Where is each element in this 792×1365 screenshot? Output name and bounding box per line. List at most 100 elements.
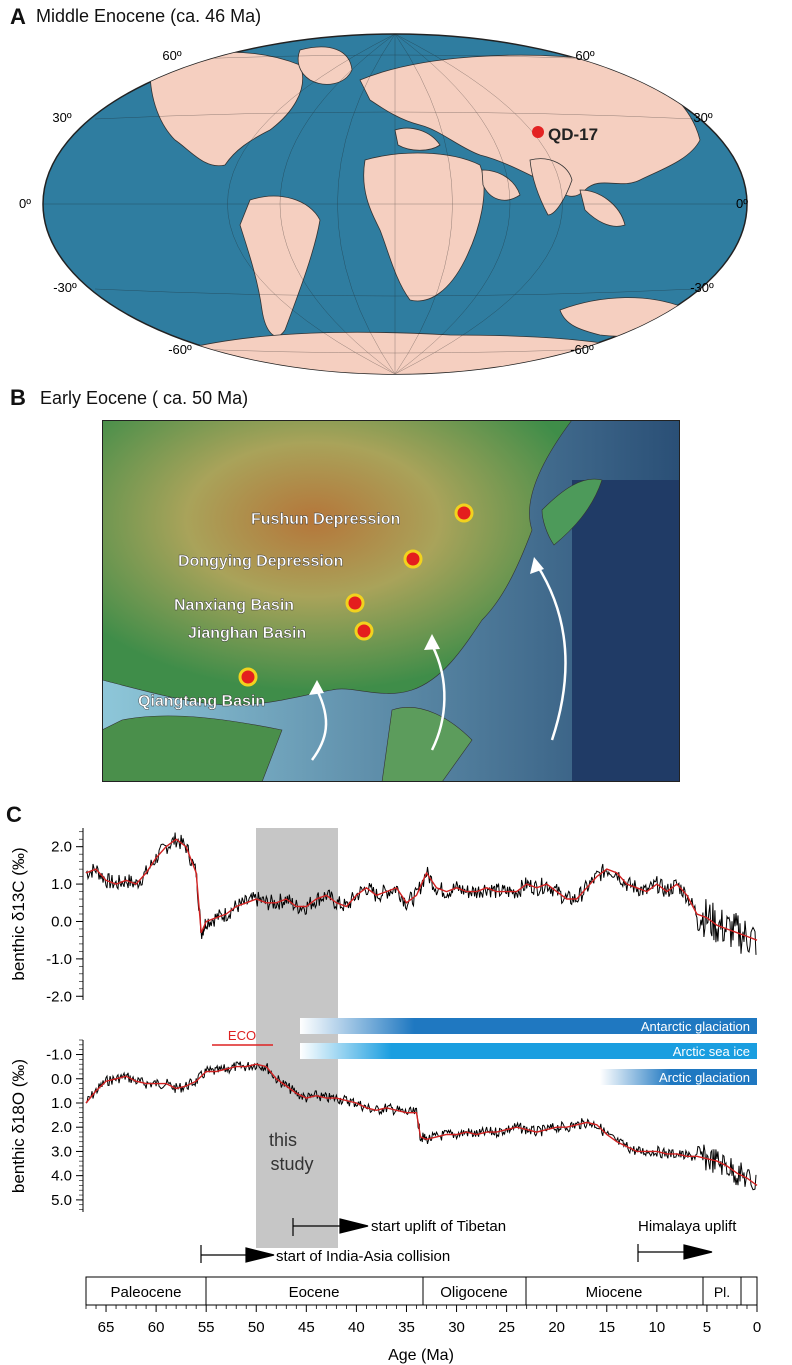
landmass-india-fragment: [102, 715, 283, 782]
study-interval-band: [256, 828, 338, 1248]
basin-label-qiangtang: Qiangtang Basin: [138, 693, 265, 710]
c13-tick-label: 2.0: [51, 839, 72, 856]
lat-label-right-m60: -60º: [570, 342, 594, 357]
epoch-paleocene: Paleocene: [111, 1284, 182, 1301]
landmass-antarctica: [169, 331, 691, 374]
bar-antarctic-label: Antarctic glaciation: [641, 1019, 750, 1034]
event-india-arrow: [245, 1247, 275, 1263]
arrow-west: [310, 689, 328, 761]
bar-arctic-glaciation: [600, 1069, 757, 1085]
lat-label-left-60: 60º: [162, 48, 181, 63]
x-tick-label-25: 25: [498, 1319, 515, 1336]
arrow-east: [535, 564, 567, 741]
marker-qiangtang: [238, 667, 258, 687]
o18-raw-series: [85, 1061, 757, 1191]
x-tick-label-35: 35: [398, 1319, 415, 1336]
epoch-bar: [85, 1276, 758, 1306]
panel-b-title: Early Eocene ( ca. 50 Ma): [40, 388, 249, 408]
landmass-korea-japan: [541, 478, 603, 546]
marker-dongying: [403, 549, 423, 569]
panel-b-letter: B: [10, 385, 26, 410]
basin-label-dongying: Dongying Depression: [178, 553, 343, 570]
panel-c-letter: C: [6, 802, 22, 827]
x-tick-label-20: 20: [548, 1319, 565, 1336]
paleo-east-asia-map: Fushun Depression Dongying Depression Na…: [102, 420, 680, 782]
c13-ylabel: benthic δ13C (‰): [9, 847, 28, 980]
site-label-qd17: QD-17: [548, 125, 598, 144]
event-himalaya-arrow: [683, 1244, 713, 1260]
lat-label-left-m30: -30º: [53, 280, 77, 295]
x-tick-label-10: 10: [649, 1319, 666, 1336]
x-tick-label-40: 40: [348, 1319, 365, 1336]
eco-label: ECO: [228, 1028, 256, 1043]
x-tick-label-5: 5: [703, 1319, 711, 1336]
landmass-sundaland: [381, 707, 473, 782]
event-india-label: start of India-Asia collision: [276, 1248, 450, 1265]
x-axis-label: Age (Ma): [388, 1347, 454, 1364]
x-tick-label-0: 0: [753, 1319, 761, 1336]
lat-label-right-30: 30º: [693, 110, 712, 125]
bar-arctic-glac-label: Arctic glaciation: [659, 1070, 750, 1085]
continent-east-asia: [102, 420, 573, 706]
c13-smoothed-series: [85, 838, 758, 941]
epoch-pliocene: Pl.: [714, 1284, 730, 1300]
o18-tick-label: 2.0: [51, 1119, 72, 1136]
landmass-arabia: [481, 169, 521, 201]
o18-ylabel: benthic δ18O (‰): [9, 1059, 28, 1193]
marker-jianghan: [354, 621, 374, 641]
o18-tick-label: 5.0: [51, 1192, 72, 1209]
c13-raw-series: [85, 832, 757, 955]
lat-label-left-0: 0º: [19, 196, 31, 211]
landmass-se-asia: [579, 189, 626, 227]
marker-fushun: [454, 503, 474, 523]
lat-label-right-m30: -30º: [690, 280, 714, 295]
o18-tick-label: 3.0: [51, 1143, 72, 1160]
paleo-world-map: 60º 30º 0º -30º -60º 60º 30º 0º -30º -60…: [19, 33, 748, 375]
event-tibet-label: start uplift of Tibetan: [371, 1218, 506, 1235]
arrow-central: [430, 644, 446, 751]
lat-label-left-30: 30º: [52, 110, 71, 125]
x-tick-label-50: 50: [248, 1319, 265, 1336]
o18-tick-label: 4.0: [51, 1168, 72, 1185]
study-label-line2: study: [270, 1154, 313, 1174]
landmass-europe: [394, 127, 441, 151]
x-tick-label-15: 15: [598, 1319, 615, 1336]
o18-tick-label: -1.0: [46, 1047, 72, 1064]
x-tick-label-60: 60: [148, 1319, 165, 1336]
x-tick-label-45: 45: [298, 1319, 315, 1336]
lat-label-right-60: 60º: [575, 48, 594, 63]
basin-label-jianghan: Jianghan Basin: [188, 625, 306, 642]
bar-antarctic-glaciation: [300, 1018, 757, 1034]
epoch-eocene: Eocene: [289, 1284, 340, 1301]
bar-arctic-ice-label: Arctic sea ice: [673, 1044, 750, 1059]
epoch-oligocene: Oligocene: [440, 1284, 508, 1301]
panel-a-letter: A: [10, 4, 26, 29]
o18-tick-label: 1.0: [51, 1095, 72, 1112]
isotope-chart: this study 2.0 1.0 0.0 -1.0 -2.0 benthic δ13…: [9, 828, 761, 1364]
o18-tick-label: 0.0: [51, 1071, 72, 1088]
basin-label-nanxiang: Nanxiang Basin: [174, 597, 294, 614]
landmass-india: [529, 158, 573, 216]
study-label-line1: this: [269, 1130, 297, 1150]
event-himalaya-label: Himalaya uplift: [638, 1218, 737, 1235]
epoch-miocene: Miocene: [586, 1284, 643, 1301]
c13-tick-label: 0.0: [51, 913, 72, 930]
landmass-africa: [363, 152, 485, 302]
bar-arctic-sea-ice: [300, 1043, 757, 1059]
panel-a-title: Middle Enocene (ca. 46 Ma): [36, 6, 262, 26]
o18-smoothed-series: [85, 1063, 758, 1186]
basin-markers: [238, 503, 474, 687]
x-tick-label-30: 30: [448, 1319, 465, 1336]
site-marker-qd17: [532, 126, 544, 138]
landmass-north-america: [149, 51, 304, 167]
event-tibet-arrow: [339, 1218, 369, 1234]
lat-label-right-0: 0º: [736, 196, 748, 211]
c13-tick-label: -1.0: [46, 951, 72, 968]
c13-tick-label: 1.0: [51, 876, 72, 893]
landmass-south-america: [239, 195, 321, 337]
marker-nanxiang: [345, 593, 365, 613]
landmass-greenland: [297, 46, 353, 85]
c13-tick-label: -2.0: [46, 988, 72, 1005]
lat-label-left-m60: -60º: [168, 342, 192, 357]
x-tick-label-65: 65: [98, 1319, 115, 1336]
